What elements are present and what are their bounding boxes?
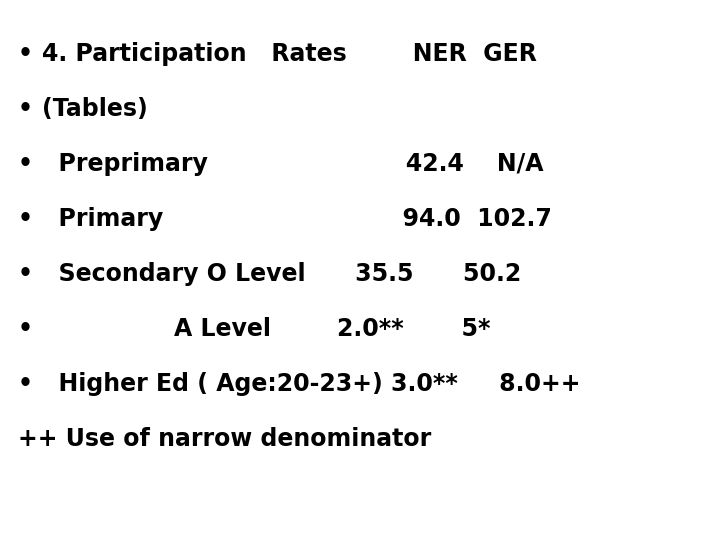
- Text: •: •: [18, 262, 33, 286]
- Text: •: •: [18, 97, 33, 121]
- Text: A Level        2.0**       5*: A Level 2.0** 5*: [42, 317, 490, 341]
- Text: Secondary O Level      35.5      50.2: Secondary O Level 35.5 50.2: [42, 262, 521, 286]
- Text: •: •: [18, 372, 33, 396]
- Text: •: •: [18, 152, 33, 176]
- Text: Higher Ed ( Age:20-23+) 3.0**     8.0++: Higher Ed ( Age:20-23+) 3.0** 8.0++: [42, 372, 580, 396]
- Text: Primary                             94.0  102.7: Primary 94.0 102.7: [42, 207, 552, 231]
- Text: 4. Participation   Rates        NER  GER: 4. Participation Rates NER GER: [42, 42, 537, 66]
- Text: Preprimary                        42.4    N/A: Preprimary 42.4 N/A: [42, 152, 544, 176]
- Text: ++ Use of narrow denominator: ++ Use of narrow denominator: [18, 427, 431, 451]
- Text: •: •: [18, 317, 33, 341]
- Text: (Tables): (Tables): [42, 97, 148, 121]
- Text: •: •: [18, 42, 33, 66]
- Text: •: •: [18, 207, 33, 231]
